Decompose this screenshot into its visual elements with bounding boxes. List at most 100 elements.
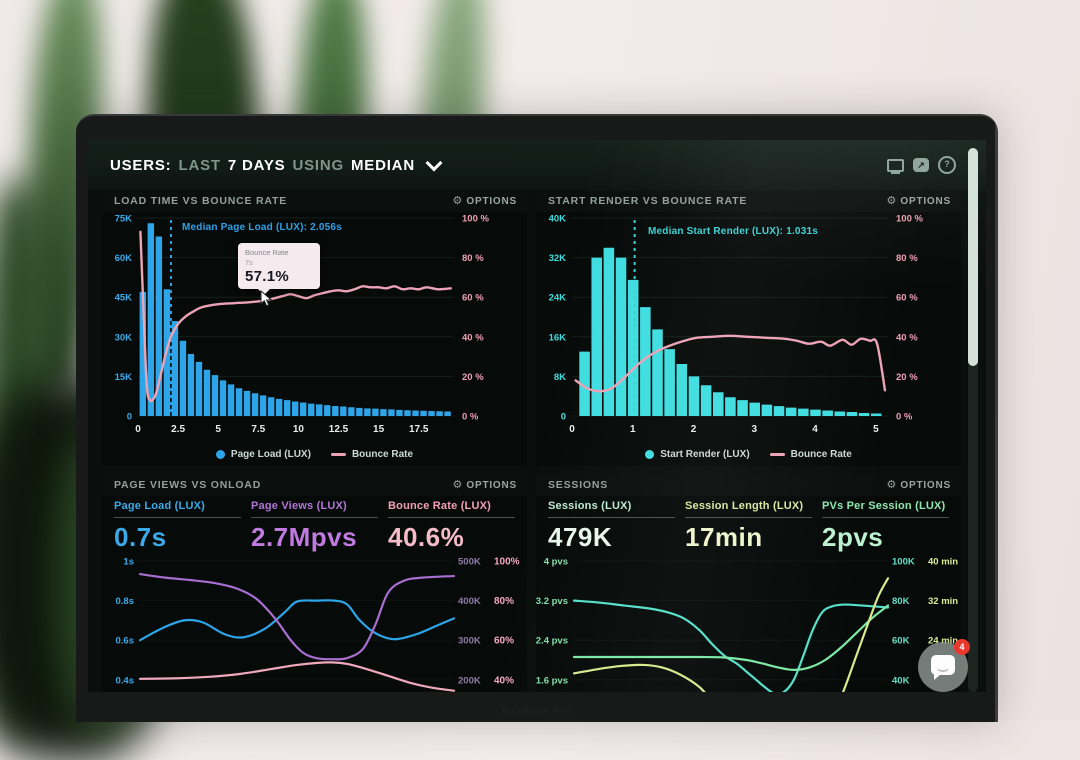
histogram-bar[interactable] xyxy=(147,223,155,416)
y-axis-tick: 30K xyxy=(115,332,133,343)
histogram-bar[interactable] xyxy=(187,353,195,416)
histogram-bar[interactable] xyxy=(761,404,773,416)
gear-icon: ⚙ xyxy=(452,478,463,491)
y-axis-tick: 45K xyxy=(115,293,133,304)
x-axis-tick: 15 xyxy=(373,424,385,435)
histogram-bar[interactable] xyxy=(615,257,627,416)
histogram-bar[interactable] xyxy=(870,413,882,416)
scrollbar-track[interactable] xyxy=(968,148,978,692)
histogram-bar[interactable] xyxy=(591,257,602,416)
histogram-bar[interactable] xyxy=(308,403,315,416)
histogram-bar[interactable] xyxy=(627,279,639,416)
histogram-bar[interactable] xyxy=(259,395,267,416)
histogram-bar[interactable] xyxy=(664,349,675,416)
histogram-bar[interactable] xyxy=(300,402,307,416)
histogram-bar[interactable] xyxy=(420,410,427,416)
chat-widget-button[interactable]: 4 xyxy=(918,639,970,692)
histogram-bar[interactable] xyxy=(725,397,736,416)
histogram-bar[interactable] xyxy=(444,411,451,416)
y2-axis-tick: 80 % xyxy=(896,253,918,264)
legend: Start Render (LUX) Bounce Rate xyxy=(536,449,961,460)
histogram-bar[interactable] xyxy=(712,392,724,416)
histogram-bar[interactable] xyxy=(283,400,291,416)
histogram-bar[interactable] xyxy=(737,400,748,416)
histogram-bar[interactable] xyxy=(822,410,833,416)
x-axis-tick: 0 xyxy=(135,424,141,435)
histogram-bar[interactable] xyxy=(171,320,179,416)
histogram-bar[interactable] xyxy=(396,409,403,416)
histogram-bar[interactable] xyxy=(700,385,712,416)
x-axis-tick: 7.5 xyxy=(251,424,265,435)
users-filter-dropdown[interactable]: USERS: LAST 7 DAYS USING MEDIAN xyxy=(110,154,443,174)
y-axis-tick: 1s xyxy=(123,557,134,568)
histogram-bar[interactable] xyxy=(291,401,299,416)
histogram-bar[interactable] xyxy=(227,384,235,416)
y3-axis-tick: 80% xyxy=(494,596,514,607)
histogram-bar[interactable] xyxy=(332,405,339,416)
histogram-bar[interactable] xyxy=(412,410,419,416)
histogram-bar[interactable] xyxy=(640,307,651,416)
options-button[interactable]: ⚙ OPTIONS xyxy=(452,194,517,207)
histogram-bar[interactable] xyxy=(356,407,363,416)
histogram-bar[interactable] xyxy=(652,329,663,416)
histogram-bar[interactable] xyxy=(372,408,379,416)
histogram-bar[interactable] xyxy=(785,407,797,416)
histogram-bar[interactable] xyxy=(275,398,283,416)
metric-pvs-per-session: PVs Per Session (LUX) 2pvs xyxy=(822,500,949,553)
options-button[interactable]: ⚙ OPTIONS xyxy=(886,478,951,491)
histogram-bar[interactable] xyxy=(773,406,785,416)
histogram-bar[interactable] xyxy=(676,364,688,416)
y-axis-tick: 60K xyxy=(115,253,133,264)
series-line-% xyxy=(138,661,456,692)
histogram-bar[interactable] xyxy=(324,405,331,416)
histogram-bar[interactable] xyxy=(364,408,371,416)
title-users: USERS: xyxy=(110,156,172,174)
histogram-bar[interactable] xyxy=(235,388,243,416)
panel-load-time-vs-bounce-rate: LOAD TIME VS BOUNCE RATE ⚙ OPTIONS 75K 10… xyxy=(102,190,527,466)
y2-axis-tick: 400K xyxy=(458,596,481,607)
share-icon[interactable]: ↗ xyxy=(913,158,929,172)
histogram-bar[interactable] xyxy=(428,410,435,416)
metrics-row: Sessions (LUX) 479K Session Length (LUX)… xyxy=(536,496,961,553)
histogram-bar[interactable] xyxy=(858,413,870,416)
histogram-bar[interactable] xyxy=(810,409,821,416)
histogram-bar[interactable] xyxy=(603,247,615,416)
y2-axis-tick: 60K xyxy=(892,636,910,647)
histogram-bar[interactable] xyxy=(436,411,443,416)
options-button[interactable]: ⚙ OPTIONS xyxy=(452,478,517,491)
x-axis-tick: 3 xyxy=(752,424,758,435)
panel-title: PAGE VIEWS VS ONLOAD xyxy=(114,479,262,491)
histogram-bar[interactable] xyxy=(688,376,700,416)
histogram-bar[interactable] xyxy=(834,411,846,416)
options-button[interactable]: ⚙ OPTIONS xyxy=(886,194,951,207)
histogram-bar[interactable] xyxy=(749,402,760,416)
histogram-bar[interactable] xyxy=(348,407,355,416)
histogram-bar[interactable] xyxy=(388,409,395,416)
histogram-bar[interactable] xyxy=(211,375,219,416)
histogram-bar[interactable] xyxy=(243,390,251,416)
scrollbar-thumb[interactable] xyxy=(968,148,978,366)
histogram-bar[interactable] xyxy=(195,361,203,416)
legend-line-bounce-rate xyxy=(330,453,346,456)
histogram-bar[interactable] xyxy=(340,406,347,416)
histogram-bar[interactable] xyxy=(579,351,590,416)
histogram-bar[interactable] xyxy=(846,412,858,416)
monitor-icon[interactable] xyxy=(887,158,904,174)
histogram-bar[interactable] xyxy=(251,393,259,416)
sessions-line-chart: 4 pvs 100K 40 min 3.2 pvs 80K 32 min 2.4 pvs 60… xyxy=(536,557,958,692)
panel-title: SESSIONS xyxy=(548,479,609,491)
histogram-bar[interactable] xyxy=(267,397,275,416)
histogram-bar[interactable] xyxy=(219,380,227,416)
histogram-bar[interactable] xyxy=(203,369,211,416)
histogram-bar[interactable] xyxy=(179,340,187,416)
laptop-edge xyxy=(995,116,998,722)
y-axis-tick: 0.8s xyxy=(116,596,135,607)
x-axis-tick: 5 xyxy=(873,424,879,435)
histogram-bar[interactable] xyxy=(316,404,323,416)
histogram-bar[interactable] xyxy=(798,408,809,416)
histogram-bar[interactable] xyxy=(380,409,387,416)
histogram-bar[interactable] xyxy=(404,410,411,416)
x-axis-tick: 10 xyxy=(293,424,305,435)
y2-axis-tick: 20 % xyxy=(462,372,484,383)
help-icon[interactable]: ? xyxy=(938,156,956,174)
